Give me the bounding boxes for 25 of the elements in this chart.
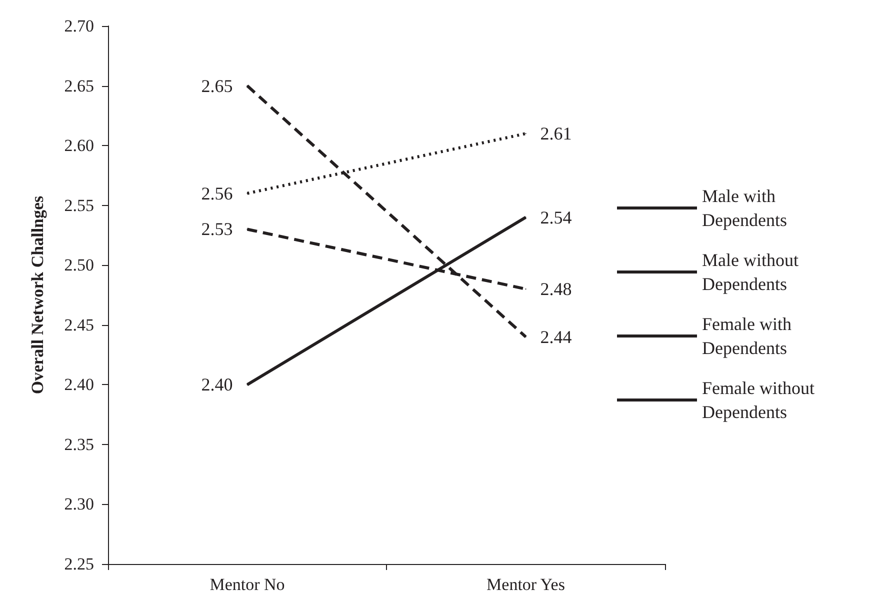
y-tick-label: 2.50 xyxy=(64,256,94,275)
legend-label: Male without Dependents xyxy=(702,250,803,294)
data-label: 2.48 xyxy=(540,279,572,300)
y-axis-title: Overall Network Challnges xyxy=(28,195,47,394)
y-tick-label: 2.45 xyxy=(64,315,94,334)
data-label: 2.44 xyxy=(540,326,572,347)
y-tick-label: 2.25 xyxy=(64,554,94,574)
y-tick-label: 2.40 xyxy=(64,375,94,394)
y-tick-label: 2.55 xyxy=(64,196,94,215)
legend-label: Female with Dependents xyxy=(702,314,796,358)
y-tick-label: 2.65 xyxy=(64,76,94,96)
data-label: 2.65 xyxy=(201,76,233,96)
data-label: 2.56 xyxy=(201,183,233,204)
data-label: 2.54 xyxy=(540,207,572,228)
data-label: 2.40 xyxy=(201,374,233,395)
y-tick-label: 2.60 xyxy=(64,136,94,156)
data-label: 2.53 xyxy=(201,219,233,240)
legend-label: Male with Dependents xyxy=(702,186,787,230)
x-tick-label: Mentor Yes xyxy=(486,575,565,594)
y-tick-label: 2.70 xyxy=(64,16,94,36)
x-tick-label: Mentor No xyxy=(210,575,285,594)
data-label: 2.61 xyxy=(540,124,572,144)
y-tick-label: 2.30 xyxy=(64,494,94,514)
y-tick-label: 2.35 xyxy=(64,434,94,454)
legend-label: Female without Dependents xyxy=(702,378,819,422)
